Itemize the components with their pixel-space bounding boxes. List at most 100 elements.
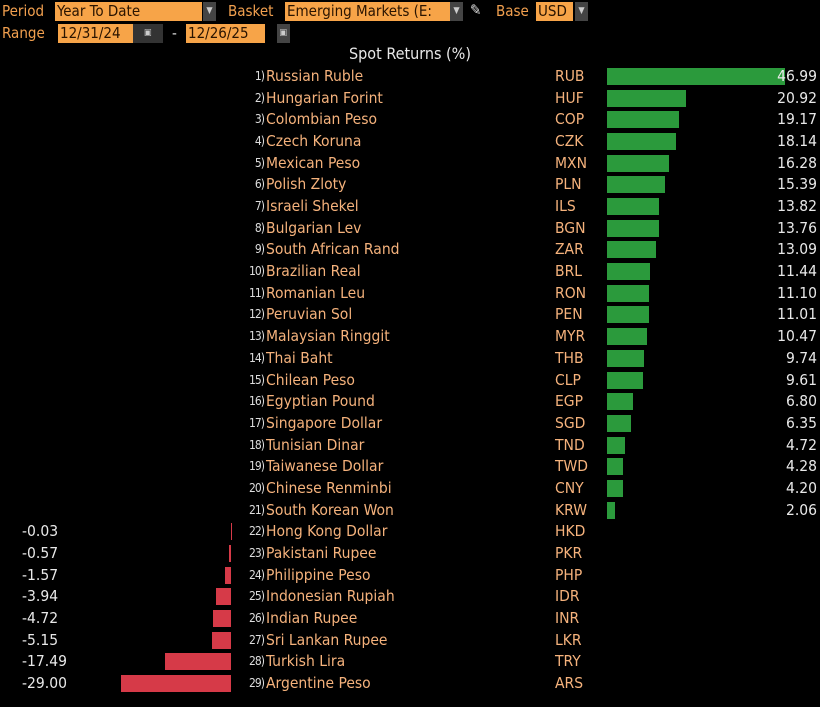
table-row[interactable]: 16) Egyptian Pound EGP 6.80 [0,391,820,412]
currency-name: Indonesian Rupiah [266,587,395,606]
table-row[interactable]: 20) Chinese Renminbi CNY 4.20 [0,478,820,499]
value-label: 11.01 [777,305,817,324]
rank-label: 24) [249,567,265,582]
bar [121,675,231,693]
table-row[interactable]: 18) Tunisian Dinar TND 4.72 [0,435,820,456]
currency-code: ZAR [555,240,584,259]
bar [607,393,633,411]
table-row[interactable]: 8) Bulgarian Lev BGN 13.76 [0,218,820,239]
table-row[interactable]: 5) Mexican Peso MXN 16.28 [0,153,820,174]
bar [607,328,647,346]
currency-code: RON [555,283,587,302]
base-dropdown-icon[interactable]: ▼ [575,2,588,21]
currency-name: Turkish Lira [266,652,346,671]
table-row[interactable]: 23) Pakistani Rupee PKR -0.57 [0,543,820,564]
value-label: 13.09 [777,240,817,259]
rank-label: 1) [254,69,265,83]
currency-name: Chinese Renminbi [266,478,392,497]
table-row[interactable]: 21) South Korean Won KRW 2.06 [0,500,820,521]
bar [607,349,644,367]
base-select[interactable]: USD [536,2,573,21]
currency-name: Egyptian Pound [266,392,375,411]
table-row[interactable]: 24) Philippine Peso PHP -1.57 [0,565,820,586]
bar [607,306,649,324]
table-row[interactable]: 19) Taiwanese Dollar TWD 4.28 [0,456,820,477]
basket-dropdown-icon[interactable]: ▼ [450,2,463,21]
value-label: -5.15 [22,630,59,649]
rank-label: 5) [254,155,265,170]
currency-code: THB [555,348,584,367]
table-row[interactable]: 7) Israeli Shekel ILS 13.82 [0,196,820,217]
table-row[interactable]: 12) Peruvian Sol PEN 11.01 [0,304,820,325]
table-row[interactable]: 25) Indonesian Rupiah IDR -3.94 [0,586,820,607]
table-row[interactable]: 9) South African Rand ZAR 13.09 [0,239,820,260]
value-label: 18.14 [777,132,817,151]
base-label: Base [496,2,529,20]
table-row[interactable]: 4) Czech Koruna CZK 18.14 [0,131,820,152]
bar [607,176,666,194]
value-label: -1.57 [22,565,59,584]
basket-select[interactable]: Emerging Markets (E: [285,2,450,21]
value-label: 9.74 [785,348,817,367]
currency-code: ILS [555,197,576,216]
value-label: 46.99 [777,67,817,85]
range-label: Range [2,24,45,42]
currency-code: TND [555,435,585,454]
table-row[interactable]: 1) Russian Ruble RUB 46.99 [0,66,820,87]
table-row[interactable]: 26) Indian Rupee INR -4.72 [0,608,820,629]
period-dropdown-icon[interactable]: ▼ [203,2,216,21]
range-start-input[interactable]: 12/31/24 [58,24,133,43]
bar [607,479,623,497]
table-row[interactable]: 3) Colombian Peso COP 19.17 [0,109,820,130]
value-label: 19.17 [777,110,817,129]
rank-label: 21) [249,502,265,517]
edit-pencil-icon[interactable]: ✎ [470,1,482,19]
range-end-input[interactable]: 12/26/25 [186,24,265,43]
rank-label: 22) [249,524,265,539]
table-row[interactable]: 27) Sri Lankan Rupee LKR -5.15 [0,630,820,651]
table-row[interactable]: 15) Chilean Peso CLP 9.61 [0,370,820,391]
bar [607,371,644,389]
currency-name: Russian Ruble [266,67,364,85]
currency-code: TRY [555,652,581,671]
table-row[interactable]: 11) Romanian Leu RON 11.10 [0,283,820,304]
table-row[interactable]: 10) Brazilian Real BRL 11.44 [0,261,820,282]
basket-label: Basket [228,2,274,20]
currency-code: MXN [555,153,588,172]
table-row[interactable]: 13) Malaysian Ringgit MYR 10.47 [0,326,820,347]
rank-label: 2) [254,90,265,105]
table-row[interactable]: 6) Polish Zloty PLN 15.39 [0,174,820,195]
currency-code: RUB [555,67,585,85]
currency-name: Romanian Leu [266,283,366,302]
value-label: -4.72 [22,609,59,627]
currency-name: Hong Kong Dollar [266,522,388,541]
currency-name: Taiwanese Dollar [266,457,384,476]
currency-name: Sri Lankan Rupee [266,630,388,649]
table-row[interactable]: 28) Turkish Lira TRY -17.49 [0,651,820,672]
currency-code: COP [555,110,585,129]
rank-label: 7) [254,199,265,214]
table-row[interactable]: 2) Hungarian Forint HUF 20.92 [0,88,820,109]
bar [164,653,231,671]
period-select[interactable]: Year To Date [55,2,202,21]
calendar-icon[interactable]: ▣ [277,24,290,43]
table-row[interactable]: 29) Argentine Peso ARS -29.00 [0,673,820,694]
currency-name: Pakistani Rupee [266,543,377,562]
currency-code: SGD [555,413,586,432]
period-label: Period [2,2,45,20]
value-label: 13.82 [777,197,817,216]
currency-name: Argentine Peso [266,674,371,693]
chart-title: Spot Returns (%) [349,44,471,63]
currency-name: Malaysian Ringgit [266,327,390,346]
bar [225,566,231,584]
bar [607,458,624,476]
currency-code: PHP [555,565,583,584]
rank-label: 27) [249,632,265,647]
currency-name: Thai Baht [266,348,333,367]
table-row[interactable]: 17) Singapore Dollar SGD 6.35 [0,413,820,434]
table-row[interactable]: 22) Hong Kong Dollar HKD -0.03 [0,521,820,542]
calendar-icon[interactable]: ▣ [133,24,163,43]
table-row[interactable]: 14) Thai Baht THB 9.74 [0,348,820,369]
currency-name: Philippine Peso [266,565,371,584]
value-label: 20.92 [777,88,817,107]
